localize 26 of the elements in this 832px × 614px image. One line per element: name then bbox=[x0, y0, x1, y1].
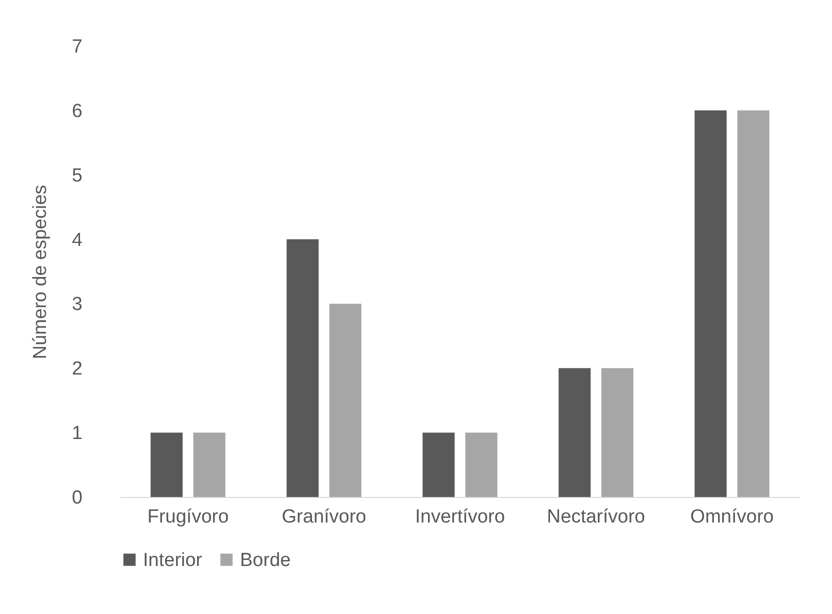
bar bbox=[601, 368, 634, 497]
bar bbox=[150, 432, 183, 497]
y-tick-label: 6 bbox=[72, 100, 82, 122]
bar bbox=[422, 432, 455, 497]
y-axis-title: Número de especies bbox=[30, 184, 51, 360]
y-tick-label: 7 bbox=[72, 36, 82, 58]
bar bbox=[558, 368, 591, 497]
bar bbox=[193, 432, 226, 497]
bar bbox=[465, 432, 498, 497]
bar bbox=[329, 304, 362, 497]
bar bbox=[737, 110, 770, 497]
y-tick-label: 3 bbox=[72, 294, 82, 316]
legend-label: Interior bbox=[143, 550, 203, 571]
y-tick-label: 5 bbox=[72, 165, 82, 186]
x-tick-label: Granívoro bbox=[282, 506, 366, 528]
x-tick-label: Frugívoro bbox=[147, 506, 229, 528]
y-tick-label: 4 bbox=[72, 230, 83, 251]
x-tick-label: Omnívoro bbox=[690, 506, 774, 528]
legend-label: Borde bbox=[240, 550, 291, 571]
bar bbox=[286, 239, 319, 497]
x-tick-label: Invertívoro bbox=[415, 506, 505, 528]
y-tick-label: 2 bbox=[72, 358, 82, 380]
y-tick-label: 1 bbox=[72, 423, 82, 444]
y-tick-label: 0 bbox=[72, 488, 82, 508]
bar bbox=[694, 110, 727, 497]
x-tick-label: Nectarívoro bbox=[546, 506, 646, 528]
